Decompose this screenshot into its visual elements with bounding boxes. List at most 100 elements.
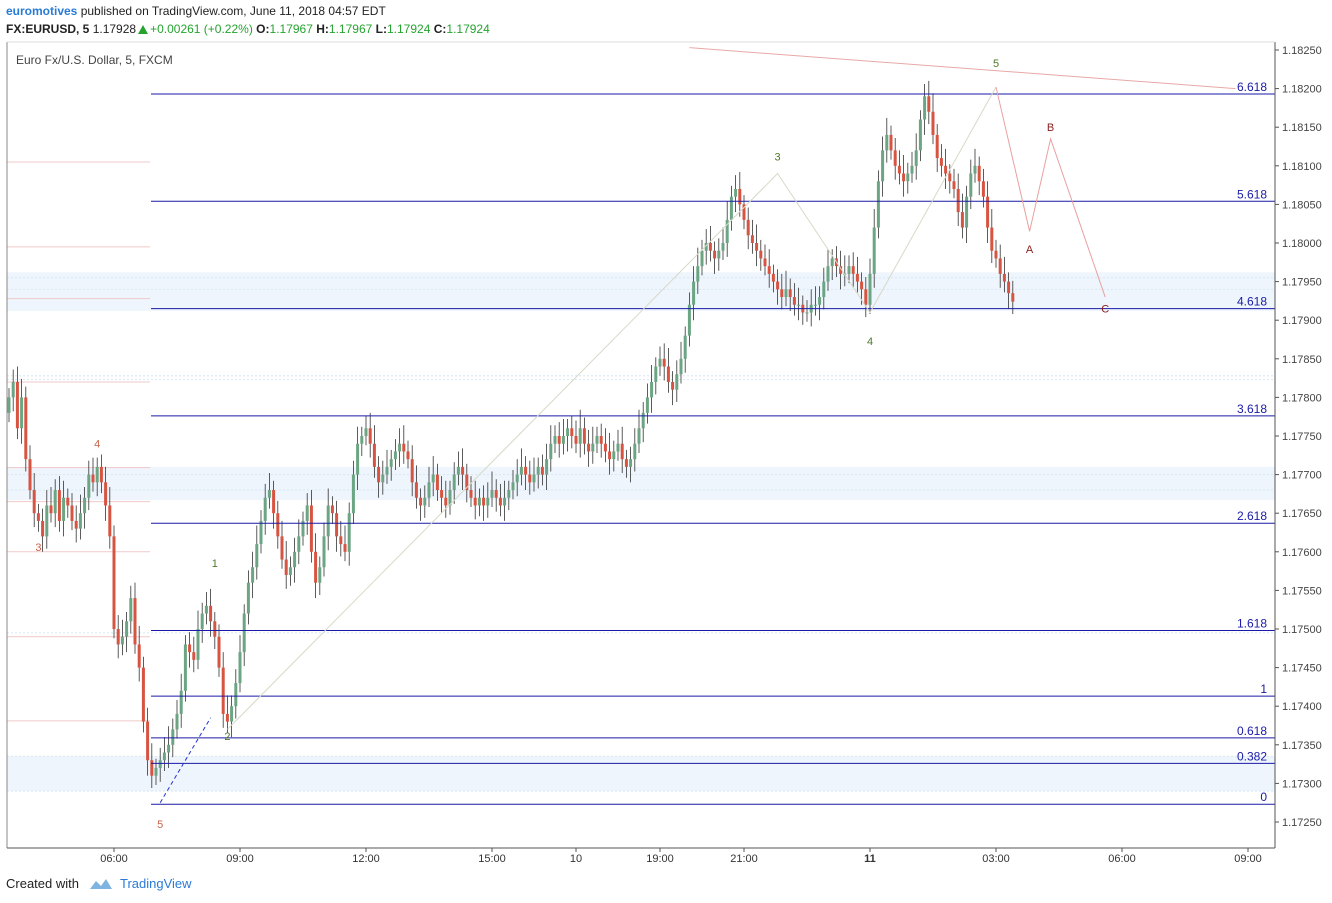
candle-body bbox=[293, 551, 297, 568]
candle-body bbox=[427, 482, 431, 498]
tradingview-logo-icon bbox=[89, 879, 112, 889]
candle-body bbox=[654, 366, 658, 382]
candle-body bbox=[360, 436, 364, 444]
x-tick-label: 11 bbox=[864, 853, 876, 865]
candle-body bbox=[771, 273, 775, 282]
candle-body bbox=[759, 250, 763, 259]
fib-level-label: 0.382 bbox=[1237, 749, 1267, 763]
candle-body bbox=[309, 505, 313, 552]
candle-body bbox=[612, 451, 616, 460]
candle-body bbox=[335, 513, 339, 537]
candle-body bbox=[986, 196, 990, 228]
wave-label: 4 bbox=[94, 439, 100, 451]
candle-body bbox=[561, 436, 565, 444]
candle-body bbox=[272, 490, 276, 514]
candle-body bbox=[763, 258, 767, 267]
candle-body bbox=[595, 436, 599, 444]
candle-body bbox=[62, 497, 66, 521]
candle-body bbox=[368, 428, 372, 444]
candle-body bbox=[99, 466, 103, 483]
y-tick-label: 1.17300 bbox=[1282, 778, 1322, 790]
candle-body bbox=[444, 497, 448, 506]
up-arrow-icon bbox=[138, 25, 149, 34]
candle-body bbox=[221, 667, 225, 714]
candle-body bbox=[385, 466, 389, 475]
candle-body bbox=[381, 474, 385, 483]
y-tick-label: 1.17600 bbox=[1282, 547, 1322, 559]
candle-body bbox=[528, 474, 532, 483]
candle-body bbox=[36, 513, 40, 521]
candle-body bbox=[608, 451, 612, 460]
candle-body bbox=[633, 443, 637, 460]
candle-body bbox=[456, 466, 460, 475]
candle-body bbox=[7, 397, 11, 413]
shaded-zone bbox=[7, 466, 1275, 501]
candle-body bbox=[960, 212, 964, 228]
candle-body bbox=[935, 134, 939, 159]
candle-body bbox=[146, 721, 150, 761]
candle-body bbox=[767, 266, 771, 274]
candle-body bbox=[440, 490, 444, 498]
candle-body bbox=[318, 567, 322, 583]
x-tick-label: 09:00 bbox=[1234, 853, 1262, 865]
candle-body bbox=[578, 428, 582, 444]
candle-body bbox=[125, 621, 129, 637]
published-text: published on TradingView.com, June 11, 2… bbox=[80, 4, 386, 18]
candle-body bbox=[990, 227, 994, 251]
author-link[interactable]: euromotives bbox=[6, 4, 78, 18]
candle-body bbox=[435, 474, 439, 491]
plot-title: Euro Fx/U.S. Dollar, 5, FXCM bbox=[16, 53, 173, 67]
x-tick-label: 10 bbox=[570, 853, 582, 865]
candle-body bbox=[981, 181, 985, 197]
wave-label: A bbox=[1026, 244, 1034, 256]
candle-body bbox=[398, 443, 402, 452]
candle-body bbox=[839, 266, 843, 274]
candle-body bbox=[255, 544, 259, 568]
candle-body bbox=[662, 358, 666, 367]
candle-body bbox=[977, 165, 981, 182]
candle-body bbox=[70, 505, 74, 521]
trend-dashed-line bbox=[159, 717, 212, 803]
wave-label: 3 bbox=[775, 151, 781, 163]
candle-body bbox=[679, 358, 683, 375]
candle-body bbox=[750, 235, 754, 243]
candle-body bbox=[776, 281, 780, 290]
candle-body bbox=[280, 536, 284, 560]
candle-body bbox=[591, 443, 595, 452]
candle-body bbox=[566, 428, 570, 436]
candle-body bbox=[133, 598, 137, 645]
candle-body bbox=[11, 381, 15, 398]
candle-body bbox=[431, 474, 435, 483]
candle-body bbox=[910, 165, 914, 174]
wave-path bbox=[227, 86, 997, 730]
y-tick-label: 1.17650 bbox=[1282, 508, 1322, 520]
fibonacci-extension[interactable]: 6.618 5.618 4.618 3.618 2.618 1.618 1 0.618 0.38… bbox=[151, 80, 1275, 805]
candle-body bbox=[45, 505, 49, 537]
fib-level-label: 2.618 bbox=[1237, 509, 1267, 523]
candle-body bbox=[91, 474, 95, 483]
candle-body bbox=[700, 250, 704, 267]
candle-body bbox=[343, 544, 347, 552]
low-label: L: bbox=[375, 22, 387, 36]
tradingview-link[interactable]: TradingView bbox=[120, 876, 192, 891]
candle-body bbox=[923, 96, 927, 120]
candle-body bbox=[209, 605, 213, 622]
candle-body bbox=[792, 297, 796, 305]
candle-body bbox=[847, 266, 851, 274]
low-value: 1.17924 bbox=[386, 22, 431, 36]
close-label: C: bbox=[433, 22, 447, 36]
elliott-wave-drawing[interactable]: 3 4 5 1 2 3 4 5 A B C bbox=[35, 47, 1236, 831]
candle-body bbox=[746, 219, 750, 236]
fib-level-label: 0.618 bbox=[1237, 724, 1267, 738]
candle-body bbox=[452, 474, 456, 491]
candle-body bbox=[956, 188, 960, 213]
candle-body bbox=[112, 536, 116, 629]
quote-line: FX:EURUSD, 5 1.17928 +0.00261 (+0.22%) O:… bbox=[6, 22, 490, 36]
candle-body bbox=[507, 490, 511, 498]
open-label: O: bbox=[256, 22, 270, 36]
candle-body bbox=[95, 466, 99, 483]
candle-body bbox=[200, 613, 204, 629]
candle-body bbox=[582, 428, 586, 444]
wave-label: 3 bbox=[35, 542, 41, 554]
